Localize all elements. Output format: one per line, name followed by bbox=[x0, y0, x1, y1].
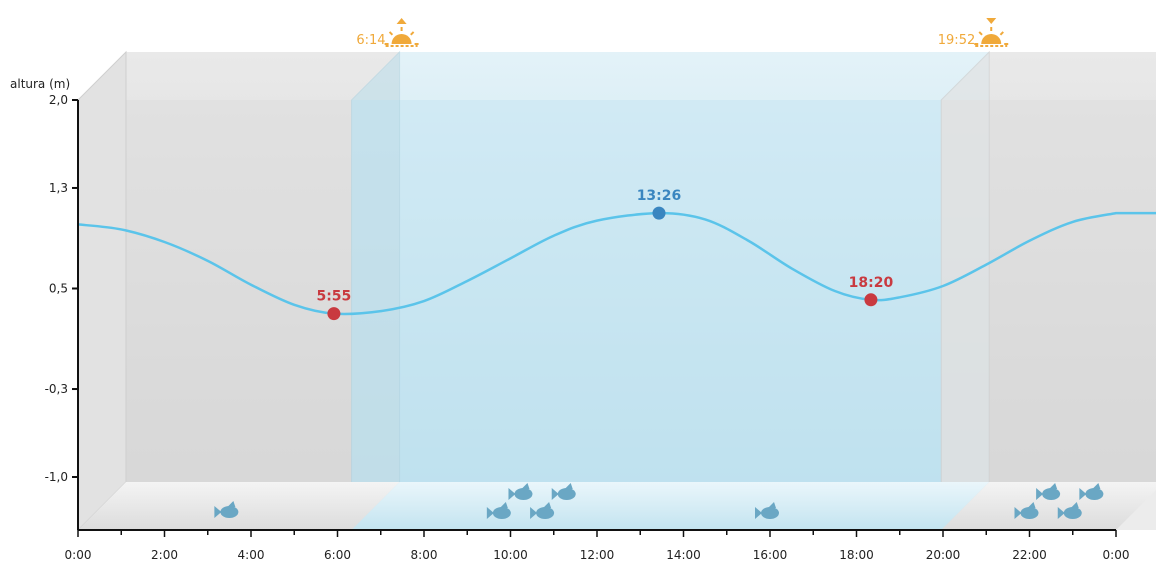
fish-fin bbox=[543, 502, 552, 508]
sunrise-time-label: 6:14 bbox=[356, 33, 385, 48]
y-tick-label: 2,0 bbox=[49, 93, 68, 107]
fish-icon bbox=[1014, 502, 1039, 519]
fish-fin bbox=[1027, 502, 1036, 508]
fish-icons bbox=[214, 483, 1104, 519]
fish-icon bbox=[1036, 483, 1061, 500]
sun-ray bbox=[388, 31, 394, 36]
fish-body bbox=[536, 507, 555, 519]
x-tick-label: 12:00 bbox=[580, 548, 615, 561]
fish-fin bbox=[768, 502, 776, 508]
fish-body bbox=[1085, 488, 1104, 500]
sunset-panel bbox=[940, 50, 990, 532]
x-tick-label: 0:00 bbox=[65, 548, 92, 561]
fish-tail bbox=[551, 488, 559, 500]
fish-tail bbox=[530, 507, 538, 519]
sunrise-panel bbox=[351, 50, 401, 532]
x-tick-label: 0:00 bbox=[1103, 548, 1130, 561]
background-walls bbox=[77, 50, 1156, 532]
fish-body bbox=[1042, 488, 1061, 500]
fish-fin bbox=[1092, 483, 1101, 489]
fish-body bbox=[557, 488, 576, 500]
fish-tail bbox=[214, 506, 222, 518]
day-front bbox=[351, 100, 942, 530]
y-tick-label: -0,3 bbox=[45, 382, 68, 396]
y-axis-title: altura (m) bbox=[10, 77, 70, 91]
fish-tail bbox=[1057, 507, 1065, 519]
x-tick-label: 8:00 bbox=[411, 548, 438, 561]
tide-label-high: 13:26 bbox=[637, 188, 682, 204]
sun-ray bbox=[978, 31, 983, 36]
fish-fin bbox=[227, 501, 236, 507]
fish-tail bbox=[1036, 488, 1044, 500]
x-tick-label: 22:00 bbox=[1012, 548, 1047, 561]
fish-body bbox=[1020, 507, 1039, 519]
tide-point-high bbox=[652, 206, 666, 220]
fish-tail bbox=[486, 507, 494, 519]
tide-curve-layer: 5:55 13:26 18:20 bbox=[77, 188, 1156, 321]
x-tick-label: 20:00 bbox=[926, 548, 961, 561]
sun-half-disc bbox=[391, 34, 412, 44]
fish-fin bbox=[1049, 483, 1058, 489]
sunset-time-label: 19:52 bbox=[938, 33, 975, 48]
sun-half-disc bbox=[981, 34, 1002, 44]
fish-fin bbox=[564, 483, 573, 489]
tide-point-low bbox=[327, 307, 341, 321]
sun-ray bbox=[410, 31, 415, 36]
sunset-icon bbox=[974, 18, 1009, 47]
fish-body bbox=[1063, 507, 1082, 519]
fish-body bbox=[514, 488, 533, 500]
fish-body bbox=[761, 507, 779, 519]
floor-day bbox=[351, 482, 990, 530]
x-tick-label: 14:00 bbox=[666, 548, 701, 561]
fish-body bbox=[492, 507, 511, 519]
x-tick-label: 6:00 bbox=[324, 548, 351, 561]
sunset-arrow-icon bbox=[986, 18, 997, 24]
x-tick-label: 10:00 bbox=[493, 548, 528, 561]
fish-icon bbox=[755, 502, 779, 519]
fish-icon bbox=[1057, 502, 1082, 519]
fish-tail bbox=[508, 488, 516, 500]
y-tick-label: 0,5 bbox=[49, 282, 68, 296]
fish-fin bbox=[521, 483, 530, 489]
fish-fin bbox=[1070, 502, 1079, 508]
sun-ray bbox=[999, 31, 1004, 36]
fish-icon bbox=[551, 483, 576, 500]
left-side-wall bbox=[77, 50, 127, 532]
axes: 2,0 1,3 0,5 -0,3 -1,0 0:00 2:00 4:00 6:00 8:00 10:… bbox=[45, 93, 1130, 561]
y-tick-label: -1,0 bbox=[45, 470, 68, 484]
tide-curve-line bbox=[77, 211, 1156, 316]
x-tick-label: 16:00 bbox=[753, 548, 788, 561]
floor-night-left bbox=[78, 482, 400, 530]
fish-icon bbox=[530, 502, 555, 519]
sun-markers: 6:14 19:52 bbox=[356, 18, 1009, 48]
fish-tail bbox=[1014, 507, 1022, 519]
tide-point-low bbox=[864, 293, 878, 307]
fish-fin bbox=[499, 502, 508, 508]
tide-label-low: 18:20 bbox=[849, 275, 894, 291]
fish-icon bbox=[214, 501, 239, 518]
fish-icon bbox=[1079, 483, 1104, 500]
x-tick-label: 18:00 bbox=[839, 548, 874, 561]
fish-icon bbox=[486, 502, 511, 519]
floor bbox=[78, 482, 1156, 530]
x-tick-label: 4:00 bbox=[238, 548, 265, 561]
y-tick-label: 1,3 bbox=[49, 181, 68, 195]
tide-label-low: 5:55 bbox=[316, 289, 351, 305]
sunrise-arrow-icon bbox=[396, 18, 407, 24]
fish-tail bbox=[1079, 488, 1087, 500]
fish-icon bbox=[508, 483, 533, 500]
x-tick-label: 2:00 bbox=[151, 548, 178, 561]
fish-body bbox=[220, 506, 239, 518]
fish-tail bbox=[755, 507, 762, 519]
sunrise-icon bbox=[384, 18, 419, 47]
